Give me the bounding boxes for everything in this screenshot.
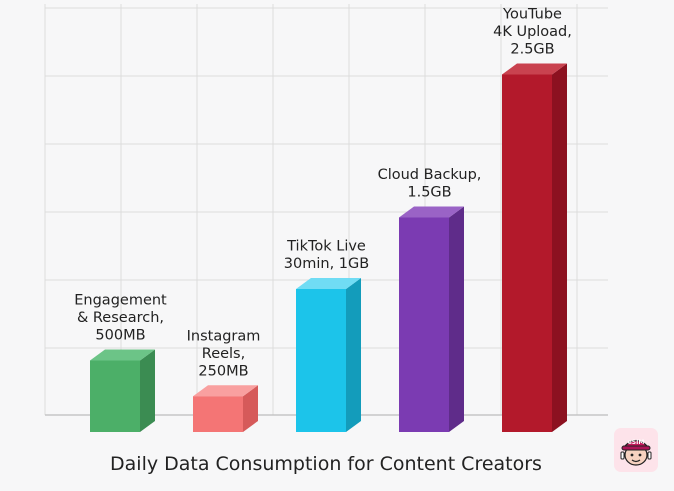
bar-side	[346, 278, 361, 432]
bar-top	[193, 385, 258, 397]
bar-label-line: 2.5GB	[510, 42, 554, 58]
bar-label-line: 1.5GB	[407, 185, 451, 201]
bar-side	[140, 349, 155, 432]
bar-label-line: 4K Upload,	[493, 24, 572, 40]
bar-side	[449, 206, 464, 432]
bar-top	[296, 278, 361, 289]
bar-label: Engagement & Research, 500MB	[74, 293, 167, 344]
bar-1	[90, 349, 155, 432]
bar-label-line: Cloud Backup,	[378, 167, 482, 183]
bar-3	[296, 278, 361, 432]
bar-front	[193, 396, 243, 432]
bar-front	[502, 74, 552, 432]
bar-label: YouTube 4K Upload, 2.5GB	[493, 7, 572, 58]
character-face-icon: eSIM	[620, 439, 652, 466]
brand-logo: eSIM	[614, 428, 658, 472]
bar-label: TikTok Live 30min, 1GB	[284, 239, 369, 273]
bar-label-line: 250MB	[198, 363, 248, 379]
bar-front	[399, 217, 449, 432]
bar-2	[193, 385, 258, 432]
bar-top	[90, 349, 155, 361]
bar-label: Cloud Backup, 1.5GB	[378, 167, 482, 201]
bar-side	[243, 385, 258, 432]
bar-label: Instagram Reels, 250MB	[187, 328, 261, 379]
logo-text: eSIM	[628, 439, 645, 446]
bar-label-line: Engagement	[74, 293, 167, 309]
bar-label-line: & Research,	[77, 310, 164, 326]
bar-side	[552, 63, 567, 432]
chart-title: Daily Data Consumption for Content Creat…	[110, 453, 542, 475]
bar-label-line: YouTube	[502, 7, 562, 23]
bars	[90, 63, 567, 432]
bar-label-line: Instagram	[187, 328, 261, 344]
bar-labels: Engagement & Research, 500MB Instagram Reels…	[74, 7, 572, 380]
bar-label-line: 500MB	[95, 328, 145, 344]
bar-5	[502, 63, 567, 432]
bar-top	[399, 206, 464, 218]
bar-label-line: TikTok Live	[286, 239, 366, 255]
bar-front	[90, 360, 140, 432]
bar-label-line: 30min, 1GB	[284, 256, 369, 272]
bar-label-line: Reels,	[202, 346, 245, 362]
bar-front	[296, 289, 346, 432]
bar-4	[399, 206, 464, 432]
bar-top	[502, 63, 567, 75]
